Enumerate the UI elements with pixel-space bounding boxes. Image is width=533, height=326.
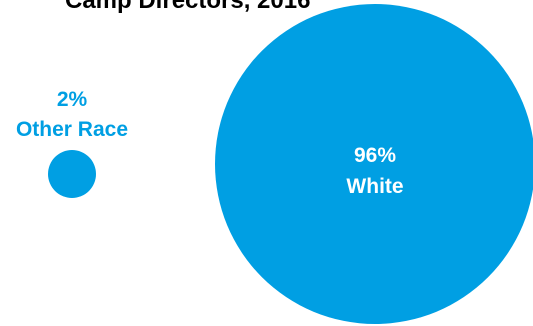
bubble-other-race [48,150,96,198]
white-percent-label: 96% [354,144,396,167]
white-name-label: White [346,175,403,198]
bubble-white [215,4,533,324]
chart-title: Camp Directors, 2016 [65,0,311,14]
other-race-percent-label: 2% [57,88,88,111]
other-race-name-label: Other Race [16,118,128,141]
